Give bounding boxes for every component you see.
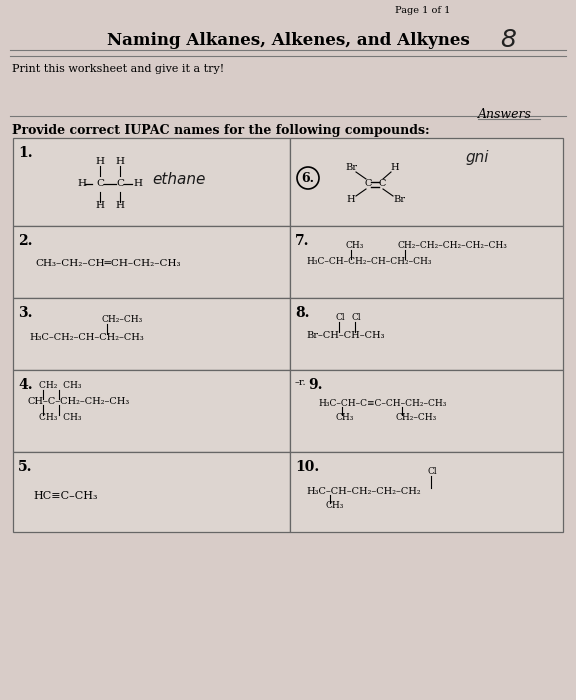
Text: Page 1 of 1: Page 1 of 1	[395, 6, 450, 15]
Bar	[290, 138, 563, 226]
Text: CH₂  CH₃: CH₂ CH₃	[39, 382, 81, 391]
Text: H: H	[96, 158, 104, 167]
Text: C: C	[116, 179, 124, 188]
Text: ethane: ethane	[152, 172, 206, 188]
Text: 5.: 5.	[18, 460, 32, 474]
Text: 1.: 1.	[18, 146, 33, 160]
Text: C: C	[378, 179, 386, 188]
Text: 3.: 3.	[18, 306, 32, 320]
Bar	[290, 452, 563, 532]
Text: Print this worksheet and give it a try!: Print this worksheet and give it a try!	[12, 64, 224, 74]
Text: H: H	[391, 164, 399, 172]
Bar	[13, 226, 290, 298]
Text: H: H	[134, 179, 142, 188]
Text: CH₂–CH₃: CH₂–CH₃	[396, 414, 437, 423]
Text: Br: Br	[345, 164, 357, 172]
Text: 9.: 9.	[308, 378, 323, 392]
Text: 10.: 10.	[295, 460, 319, 474]
Text: CH₃–CH₂–CH═CH–CH₂–CH₃: CH₃–CH₂–CH═CH–CH₂–CH₃	[35, 260, 180, 269]
Text: Answers: Answers	[478, 108, 532, 121]
Text: 4.: 4.	[18, 378, 33, 392]
Text: CH₃: CH₃	[336, 414, 354, 423]
Text: H₃C–CH₂–CH–CH₂–CH₃: H₃C–CH₂–CH–CH₂–CH₃	[29, 333, 144, 342]
Text: H: H	[78, 179, 86, 188]
Text: 2.: 2.	[18, 234, 32, 248]
Text: H: H	[96, 202, 104, 211]
Text: Naming Alkanes, Alkenes, and Alkynes: Naming Alkanes, Alkenes, and Alkynes	[107, 32, 469, 49]
Text: H₃C–CH–CH₂–CH–CH₂–CH₃: H₃C–CH–CH₂–CH–CH₂–CH₃	[306, 258, 431, 267]
Text: H: H	[347, 195, 355, 204]
Bar	[13, 138, 290, 226]
Bar	[13, 370, 290, 452]
Text: –r.: –r.	[295, 378, 306, 387]
Text: CH₃: CH₃	[326, 501, 344, 510]
Text: CH₃  CH₃: CH₃ CH₃	[39, 414, 81, 423]
Text: Br: Br	[393, 195, 405, 204]
Bar	[13, 298, 290, 370]
Text: 7.: 7.	[295, 234, 309, 248]
Text: CH–C–CH₂–CH₂–CH₃: CH–C–CH₂–CH₂–CH₃	[27, 398, 129, 407]
Text: 8: 8	[500, 28, 516, 52]
Text: 6.: 6.	[301, 172, 314, 185]
Text: gni: gni	[465, 150, 488, 165]
Text: CH₂–CH₂–CH₂–CH₂–CH₃: CH₂–CH₂–CH₂–CH₂–CH₃	[398, 241, 508, 251]
Text: H: H	[116, 158, 124, 167]
Bar	[290, 298, 563, 370]
Text: H₃C–CH–CH₂–CH₂–CH₂: H₃C–CH–CH₂–CH₂–CH₂	[306, 487, 420, 496]
Text: H₃C–CH–C≡C–CH–CH₂–CH₃: H₃C–CH–C≡C–CH–CH₂–CH₃	[318, 400, 446, 409]
Bar	[290, 370, 563, 452]
Text: H: H	[116, 202, 124, 211]
Text: CH₂–CH₃: CH₂–CH₃	[101, 316, 142, 325]
Bar	[290, 226, 563, 298]
Text: C: C	[364, 179, 372, 188]
Text: 8.: 8.	[295, 306, 309, 320]
Text: Br–CH–CH–CH₃: Br–CH–CH–CH₃	[306, 332, 385, 340]
Text: Cl: Cl	[428, 468, 438, 477]
Text: Provide correct IUPAC names for the following compounds:: Provide correct IUPAC names for the foll…	[12, 124, 430, 137]
Bar	[13, 452, 290, 532]
Text: Cl: Cl	[336, 314, 346, 323]
Text: C: C	[96, 179, 104, 188]
Text: HC≡C–CH₃: HC≡C–CH₃	[33, 491, 97, 501]
Text: Cl: Cl	[352, 314, 362, 323]
Text: CH₃: CH₃	[345, 241, 363, 251]
